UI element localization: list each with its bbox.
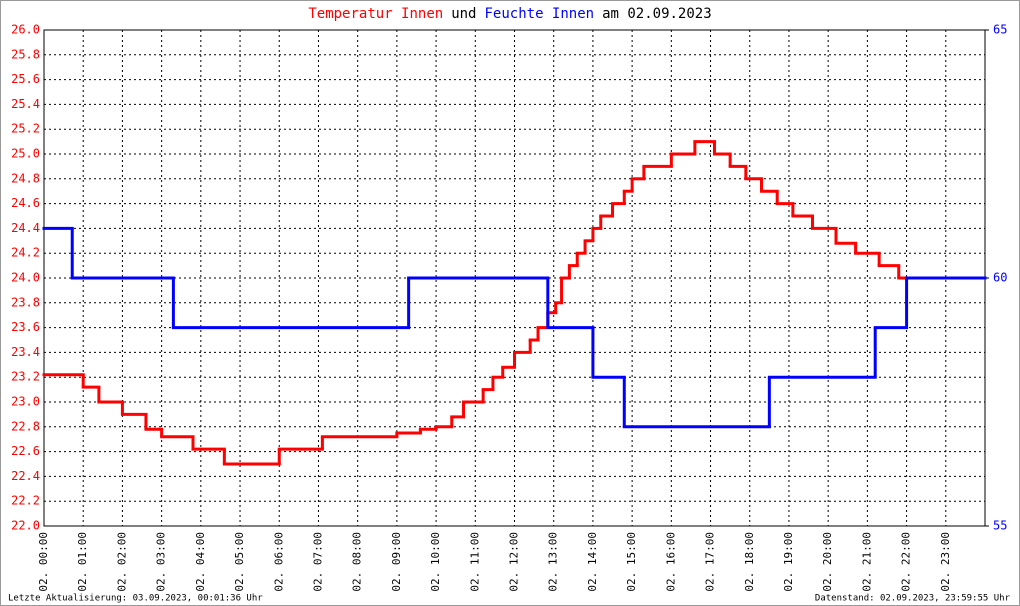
y2-tick-label: 55 xyxy=(993,519,1007,533)
footer-left: Letzte Aktualisierung: 03.09.2023, 00:01… xyxy=(8,594,263,604)
title-part: am 02.09.2023 xyxy=(602,6,712,22)
y-tick-label: 24.0 xyxy=(11,271,40,285)
y-tick-label: 25.8 xyxy=(11,47,40,61)
y-tick-label: 22.4 xyxy=(11,469,40,483)
chart-title: Temperatur Innen und Feuchte Innen am 02.09… xyxy=(308,6,711,22)
y-tick-label: 22.6 xyxy=(11,444,40,458)
y-tick-label: 25.0 xyxy=(11,147,40,161)
x-tick-label: 02. 05:00 xyxy=(233,532,246,592)
x-tick-label: 02. 00:00 xyxy=(37,532,50,592)
x-tick-label: 02. 11:00 xyxy=(468,532,481,592)
y-tick-label: 24.8 xyxy=(11,171,40,185)
x-tick-label: 02. 21:00 xyxy=(860,532,873,592)
x-tick-label: 02. 23:00 xyxy=(939,532,952,592)
x-tick-label: 02. 07:00 xyxy=(311,532,324,592)
x-tick-label: 02. 01:00 xyxy=(76,532,89,592)
y-tick-label: 25.2 xyxy=(11,122,40,136)
x-tick-label: 02. 09:00 xyxy=(390,532,403,592)
x-tick-label: 02. 22:00 xyxy=(900,532,913,592)
y-tick-label: 22.2 xyxy=(11,494,40,508)
y2-tick-label: 60 xyxy=(993,271,1007,285)
x-tick-label: 02. 17:00 xyxy=(704,532,717,592)
x-tick-label: 02. 20:00 xyxy=(821,532,834,592)
y-tick-label: 25.4 xyxy=(11,97,40,111)
x-tick-label: 02. 03:00 xyxy=(155,532,168,592)
y-tick-label: 26.0 xyxy=(11,23,40,37)
y-tick-label: 23.0 xyxy=(11,395,40,409)
y-tick-label: 24.4 xyxy=(11,221,40,235)
x-tick-label: 02. 15:00 xyxy=(625,532,638,592)
x-tick-label: 02. 13:00 xyxy=(547,532,560,592)
y-tick-label: 25.6 xyxy=(11,72,40,86)
y-tick-label: 23.2 xyxy=(11,370,40,384)
title-part: Feuchte Innen xyxy=(485,6,595,22)
x-tick-label: 02. 10:00 xyxy=(429,532,442,592)
y2-tick-label: 65 xyxy=(993,23,1007,37)
y-tick-label: 23.4 xyxy=(11,345,40,359)
x-tick-label: 02. 04:00 xyxy=(194,532,207,592)
x-tick-label: 02. 18:00 xyxy=(743,532,756,592)
y-tick-label: 22.8 xyxy=(11,419,40,433)
x-tick-label: 02. 19:00 xyxy=(782,532,795,592)
x-tick-label: 02. 08:00 xyxy=(351,532,364,592)
y-tick-label: 22.0 xyxy=(11,519,40,533)
x-tick-label: 02. 16:00 xyxy=(664,532,677,592)
x-tick-label: 02. 14:00 xyxy=(586,532,599,592)
x-tick-label: 02. 06:00 xyxy=(272,532,285,592)
title-part: Temperatur Innen xyxy=(308,6,443,22)
x-tick-label: 02. 02:00 xyxy=(115,532,128,592)
y-tick-label: 24.2 xyxy=(11,246,40,260)
x-tick-label: 02. 12:00 xyxy=(508,532,521,592)
y-tick-label: 24.6 xyxy=(11,196,40,210)
y-tick-label: 23.8 xyxy=(11,295,40,309)
y-tick-label: 23.6 xyxy=(11,320,40,334)
footer-right: Datenstand: 02.09.2023, 23:59:55 Uhr xyxy=(815,594,1011,604)
title-part: und xyxy=(451,6,476,22)
